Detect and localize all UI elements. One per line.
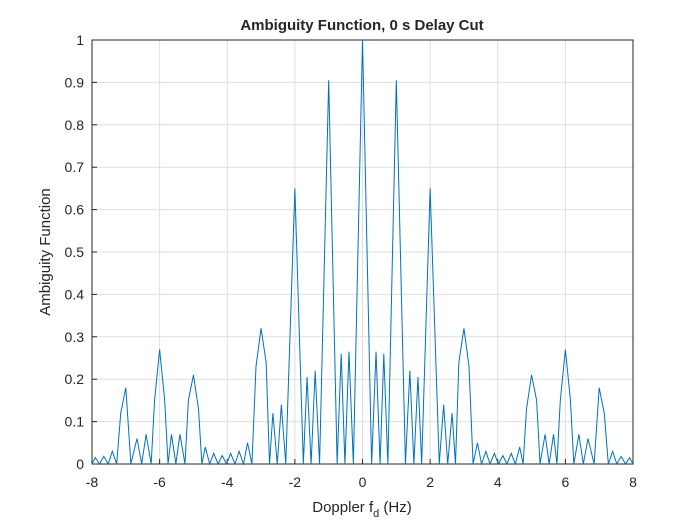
y-tick-label: 0.8 [65, 117, 85, 133]
x-tick-label: 2 [426, 474, 434, 490]
chart-title: Ambiguity Function, 0 s Delay Cut [240, 17, 483, 34]
y-tick-label: 0.1 [65, 414, 85, 430]
x-tick-label: -6 [153, 474, 166, 490]
data-line [91, 39, 634, 466]
y-tick-label: 0.5 [65, 244, 85, 260]
y-tick-label: 0.3 [65, 329, 85, 345]
y-tick-label: 0.6 [65, 202, 85, 218]
y-axis-label: Ambiguity Function [37, 188, 54, 316]
x-tick-label: 4 [494, 474, 502, 490]
x-axis-label-main: Doppler f [312, 499, 374, 516]
x-tick-label: 0 [359, 474, 367, 490]
y-tick-label: 0.7 [65, 159, 85, 175]
x-axis-label-unit: (Hz) [379, 499, 412, 516]
y-tick-label: 0.4 [65, 286, 85, 302]
x-tick-label: -8 [86, 474, 99, 490]
y-tick-label: 0.9 [65, 74, 85, 90]
x-tick-label: -4 [221, 474, 234, 490]
y-tick-label: 0 [76, 456, 84, 472]
x-axis-label-sub: d [373, 508, 379, 520]
x-tick-label: -2 [289, 474, 302, 490]
x-tick-label: 8 [629, 474, 637, 490]
y-tick-label: 0.2 [65, 371, 85, 387]
y-tick-label: 1 [76, 32, 84, 48]
x-tick-label: 6 [561, 474, 569, 490]
x-axis-label: Doppler fd (Hz) [312, 499, 412, 520]
